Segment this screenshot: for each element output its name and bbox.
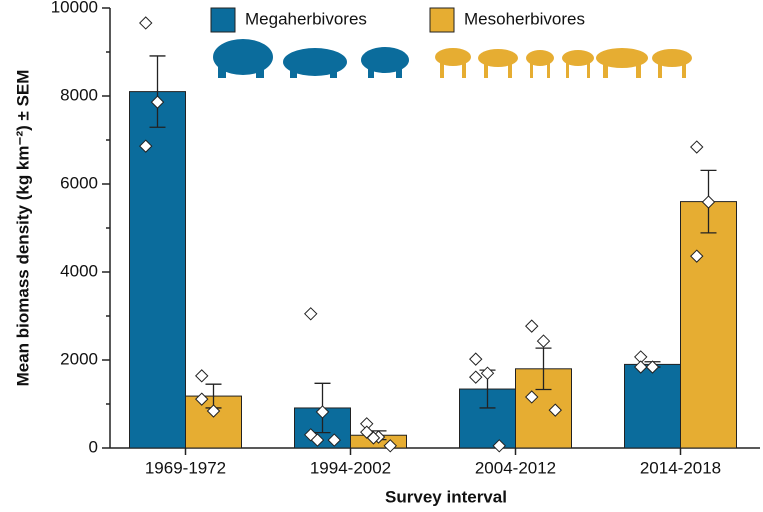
data-point bbox=[327, 433, 341, 447]
y-tick-label: 2000 bbox=[60, 349, 98, 368]
data-point bbox=[480, 366, 495, 380]
silhouettes bbox=[213, 39, 692, 78]
x-tick-label: 1994-2002 bbox=[310, 458, 391, 477]
data-point bbox=[634, 360, 648, 374]
data-point bbox=[536, 334, 551, 348]
data-point bbox=[548, 403, 562, 417]
y-tick-label: 6000 bbox=[60, 173, 98, 192]
y-tick-label: 8000 bbox=[60, 85, 98, 104]
data-point bbox=[139, 139, 153, 153]
data-point bbox=[525, 319, 539, 333]
data-point bbox=[701, 195, 716, 209]
data-point bbox=[690, 140, 704, 154]
bar bbox=[680, 201, 737, 449]
data-point bbox=[645, 360, 660, 374]
x-axis-label: Survey interval bbox=[385, 487, 507, 506]
data-point bbox=[310, 433, 325, 447]
x-tick-label: 2014-2018 bbox=[640, 458, 721, 477]
data-point bbox=[366, 431, 381, 445]
data-point bbox=[690, 249, 704, 263]
data-point bbox=[469, 370, 483, 384]
data-point bbox=[525, 390, 539, 404]
data-point bbox=[139, 16, 153, 30]
y-tick-label: 0 bbox=[89, 437, 98, 456]
data-point bbox=[195, 392, 209, 406]
error-bar bbox=[149, 55, 166, 128]
y-axis-label: Mean biomass density (kg km⁻²) ± SEM bbox=[13, 70, 32, 387]
data-point bbox=[150, 95, 165, 109]
data-point bbox=[195, 369, 209, 383]
data-point bbox=[492, 439, 506, 453]
y-tick-label: 4000 bbox=[60, 261, 98, 280]
data-point bbox=[206, 404, 221, 418]
legend-label: Mesoherbivores bbox=[464, 9, 585, 28]
error-bar bbox=[535, 347, 552, 391]
legend-label: Megaherbivores bbox=[245, 9, 367, 28]
x-tick-label: 2004-2012 bbox=[475, 458, 556, 477]
legend-swatch bbox=[429, 7, 455, 33]
legend-swatch bbox=[210, 7, 236, 33]
x-tick-label: 1969-1972 bbox=[145, 458, 226, 477]
bar bbox=[624, 363, 681, 449]
data-point bbox=[469, 352, 483, 366]
bar bbox=[185, 395, 242, 449]
y-tick-label: 10000 bbox=[51, 0, 98, 16]
data-point bbox=[304, 307, 318, 321]
data-point bbox=[315, 405, 330, 419]
data-point bbox=[383, 439, 397, 453]
bar bbox=[129, 91, 186, 449]
